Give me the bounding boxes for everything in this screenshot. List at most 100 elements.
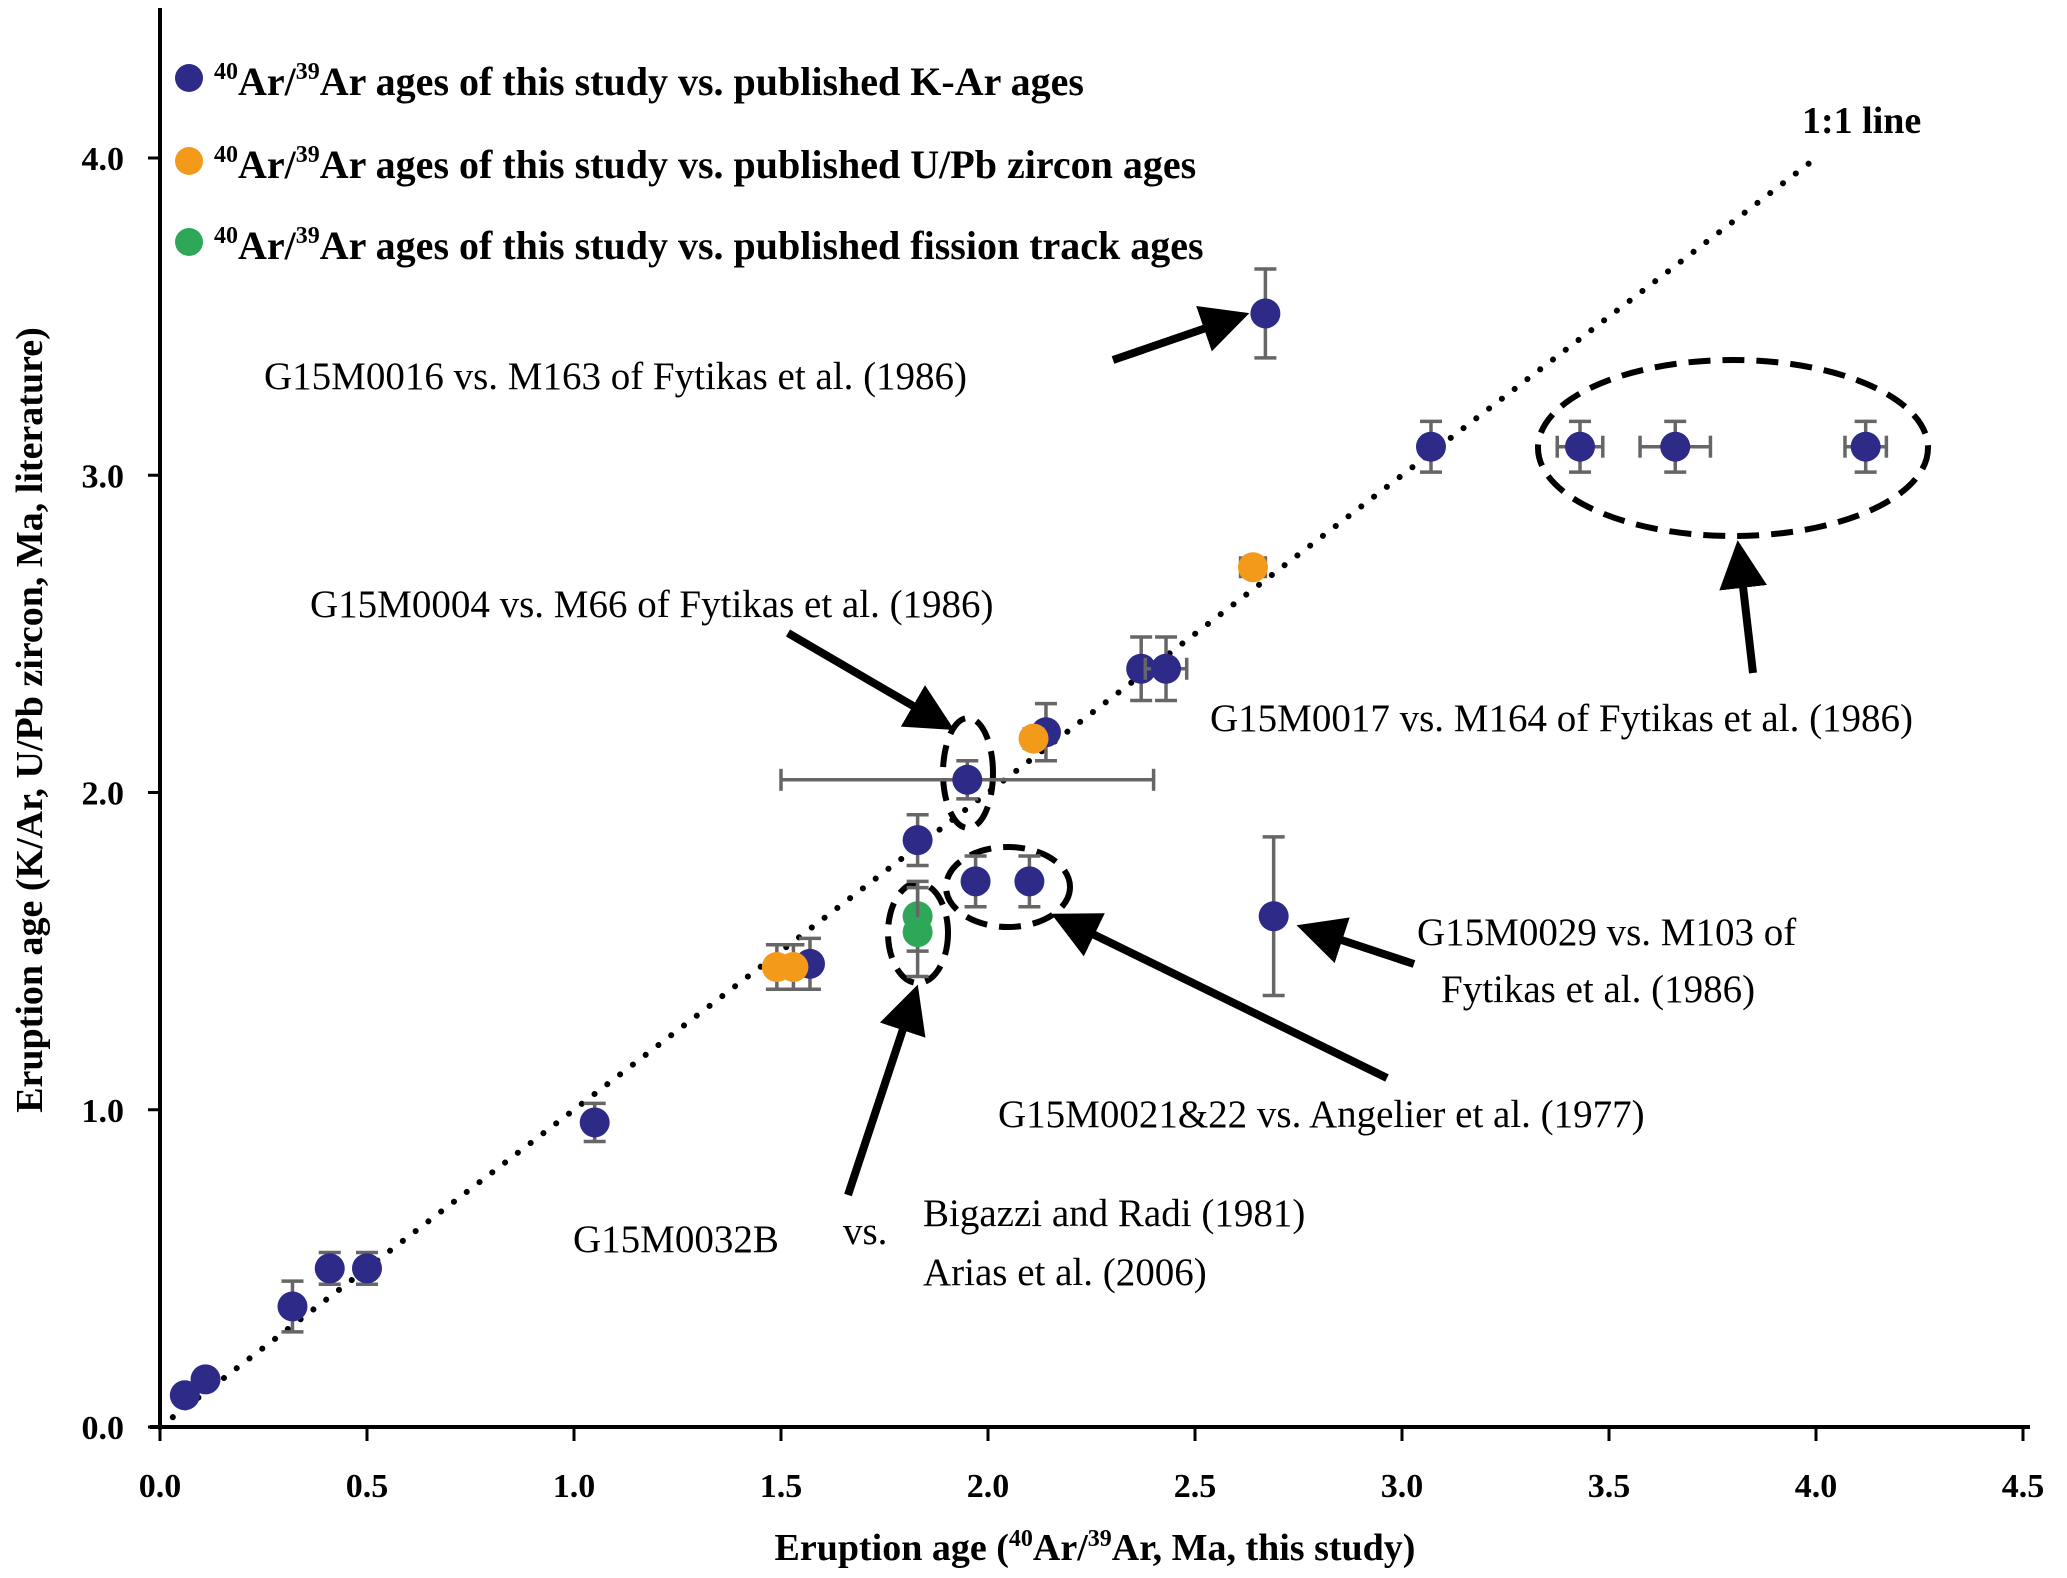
annotation-m0032-vs: vs. [843,1210,887,1253]
legend-label-k-ar: 40Ar/39Ar ages of this study vs. publish… [214,59,1084,104]
data-marker [1018,723,1049,754]
x-tick-label: 0.5 [346,1468,389,1505]
data-point [902,885,933,979]
legend-item-k-ar: 40Ar/39Ar ages of this study vs. publish… [175,59,1084,104]
data-point [314,1250,345,1286]
legend-marker-u-pb [175,147,203,175]
data-marker [1237,552,1268,583]
data-point [902,812,933,868]
data-marker [952,764,983,795]
data-marker [778,951,809,982]
axes: 0.0 0.5 1.0 1.5 2.0 2.5 3.0 3.5 4.0 4.5 0.0 1.0 2.0… [82,8,2045,1505]
series-fission-track [902,879,933,979]
data-marker [352,1253,382,1284]
x-tick-label: 1.0 [553,1468,596,1505]
legend-marker-fission-track [175,228,203,256]
annotation-m0032-sample: G15M0032B [573,1218,779,1261]
data-point [1250,267,1281,360]
data-point [1638,419,1713,474]
annotation-m0029-line1: G15M0029 vs. M103 of [1417,911,1796,954]
annotation-m0029-line2: Fytikas et al. (1986) [1441,968,1755,1011]
data-marker [1565,431,1596,462]
data-marker [1258,901,1289,932]
callout-arrows [785,306,1767,1197]
arrow-m0017 [1719,540,1767,674]
data-point [1843,419,1889,474]
data-marker [960,866,991,897]
series-u-pb [761,552,1268,991]
x-axis-ticks: 0.0 0.5 1.0 1.5 2.0 2.5 3.0 3.5 4.0 4.5 [139,1427,2045,1505]
x-tick-label: 4.5 [2002,1468,2045,1505]
data-point [778,943,809,991]
data-marker [1660,431,1691,462]
data-point [1014,854,1045,909]
data-marker [169,1380,200,1411]
series-k-ar [169,267,1889,1411]
data-point [190,1364,221,1395]
y-axis-title: Eruption age (K/Ar, U/Pb zircon, Ma, lit… [9,327,51,1113]
callout-ellipse-m0004 [940,715,996,831]
annotations: G15M0016 vs. M163 of Fytikas et al. (198… [264,355,1913,1294]
data-marker [277,1291,308,1322]
x-tick-label: 3.0 [1381,1468,1424,1505]
data-point [1555,419,1605,474]
data-point [1126,635,1157,703]
data-point [1415,419,1446,474]
annotation-m0032-ref1: Bigazzi and Radi (1981) [923,1192,1305,1235]
x-tick-label: 0.0 [139,1468,182,1505]
arrow-m0004 [785,629,955,731]
legend-label-fission-track: 40Ar/39Ar ages of this study vs. publish… [214,223,1204,268]
data-point [1258,835,1289,998]
data-marker [1415,431,1446,462]
data-point [1143,635,1189,703]
data-marker [314,1253,345,1284]
x-axis-title: Eruption age (40Ar/39Ar, Ma, this study) [775,1526,1416,1569]
x-tick-label: 3.5 [1588,1468,1631,1505]
arrow-m0016 [1111,306,1250,364]
data-point [779,759,1156,801]
annotation-m0017: G15M0017 vs. M164 of Fytikas et al. (198… [1210,697,1913,740]
data-point [960,854,991,909]
arrow-m0029 [1296,917,1416,968]
y-tick-label: 3.0 [82,458,125,495]
annotation-m0004: G15M0004 vs. M66 of Fytikas et al. (1986… [310,583,994,626]
legend-item-u-pb: 40Ar/39Ar ages of this study vs. publish… [175,142,1196,187]
data-point [1018,723,1049,754]
y-tick-label: 0.0 [82,1410,125,1447]
data-series [169,267,1889,1411]
annotation-m0016: G15M0016 vs. M163 of Fytikas et al. (198… [264,355,967,398]
data-point [1237,552,1268,583]
data-marker [1014,866,1045,897]
annotation-m0021: G15M0021&22 vs. Angelier et al. (1977) [998,1093,1645,1136]
data-marker [902,917,933,948]
data-marker [902,825,933,856]
callout-ellipse-m0021 [943,844,1073,930]
annotation-m0032-ref2: Arias et al. (2006) [923,1251,1207,1294]
data-point [352,1250,382,1286]
data-marker [190,1364,221,1395]
legend: 40Ar/39Ar ages of this study vs. publish… [175,59,1204,268]
arrow-m0032 [844,984,926,1197]
data-marker [1151,653,1182,684]
x-tick-label: 1.5 [760,1468,803,1505]
y-axis-ticks: 0.0 1.0 2.0 3.0 4.0 [82,141,160,1447]
legend-label-u-pb: 40Ar/39Ar ages of this study vs. publish… [214,142,1196,187]
data-marker [1126,653,1157,684]
data-marker [579,1107,610,1138]
callout-ellipses [885,357,1931,986]
one-to-one-line-label: 1:1 line [1802,100,1921,142]
data-point [169,1380,200,1411]
callout-ellipse-m0017 [1535,357,1931,539]
x-tick-label: 2.0 [967,1468,1010,1505]
legend-marker-k-ar [175,64,203,92]
legend-item-fission-track: 40Ar/39Ar ages of this study vs. publish… [175,223,1204,268]
data-point [277,1279,308,1334]
one-to-one-line [157,155,1819,1430]
y-tick-label: 4.0 [82,141,125,178]
data-point [579,1101,610,1144]
y-tick-label: 1.0 [82,1093,125,1130]
x-tick-label: 2.5 [1174,1468,1217,1505]
x-tick-label: 4.0 [1795,1468,1838,1505]
arrow-m0021 [1051,913,1389,1082]
